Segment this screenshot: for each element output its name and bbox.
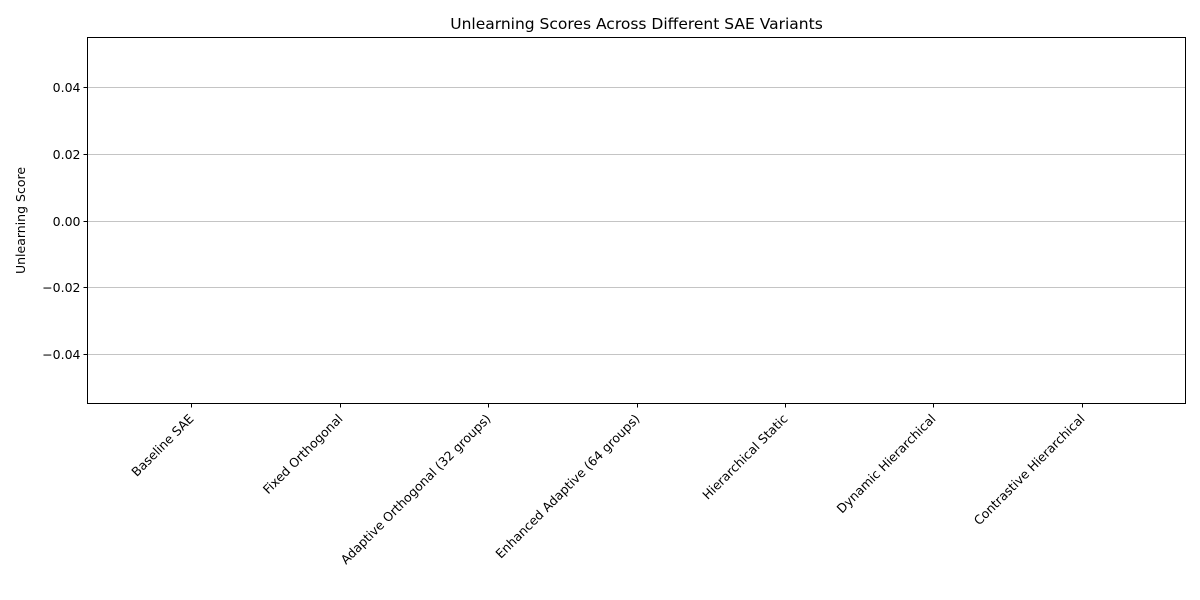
grid-lines xyxy=(87,87,1186,355)
y-tick-label: −0.02 xyxy=(42,280,80,295)
y-tick-label: 0.00 xyxy=(53,214,81,229)
y-tick-label: 0.04 xyxy=(53,80,81,95)
y-tick-label: 0.02 xyxy=(53,147,81,162)
plot-area-frame xyxy=(87,37,1186,404)
y-tick-label: −0.04 xyxy=(42,347,80,362)
y-axis-label: Unlearning Score xyxy=(13,167,28,274)
chart-title: Unlearning Scores Across Different SAE V… xyxy=(450,15,823,33)
y-axis-ticks: −0.04 −0.02 0.00 0.02 0.04 xyxy=(42,80,88,362)
